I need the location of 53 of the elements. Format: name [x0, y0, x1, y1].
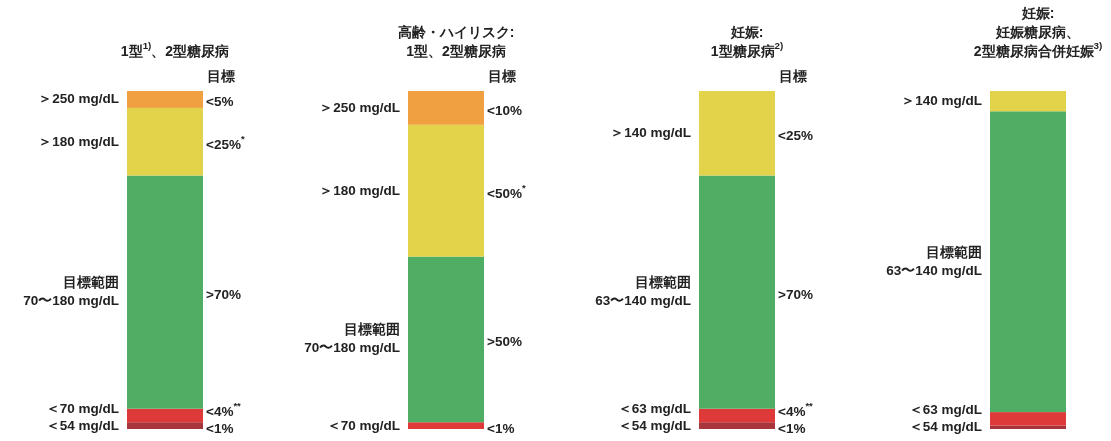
bar [699, 422, 775, 429]
series-label: 目標範囲 63〜140 mg/dL [595, 274, 691, 308]
text: <50%$^{*}$ [487, 181, 526, 201]
chart-title: 1型$^{1)}$、2型糖尿病 [120, 40, 230, 59]
text: <5% [206, 94, 234, 110]
bar [699, 175, 775, 409]
chart-title: 妊娠: 妊娠糖尿病、 2型糖尿病合併妊娠$^{3)}$ [973, 4, 1103, 59]
text: <1% [487, 420, 515, 436]
bar [408, 256, 484, 423]
series-label: ＞180 mg/dL [319, 182, 400, 198]
text: >50% [487, 333, 522, 349]
text: 目標 [207, 68, 235, 84]
bar [990, 91, 1066, 112]
series-label: ＞140 mg/dL [610, 124, 691, 140]
text: <25% [778, 127, 813, 143]
series-label: 目標範囲 63〜140 mg/dL [886, 244, 982, 278]
text: >70% [778, 286, 813, 302]
bar [127, 91, 203, 108]
bar [699, 91, 775, 176]
text: <1% [778, 420, 806, 436]
bar [408, 124, 484, 257]
text: 目標 [488, 68, 516, 84]
bar [408, 422, 484, 429]
bar [408, 91, 484, 125]
bar [699, 408, 775, 423]
text: <4%$^{**}$ [206, 400, 242, 419]
series-label: ＞250 mg/dL [319, 99, 400, 115]
bar [127, 107, 203, 176]
series-label: ＜63 mg/dL [908, 401, 982, 417]
text: <10% [487, 102, 522, 118]
series-label: ＜63 mg/dL [617, 400, 691, 416]
text: >70% [206, 286, 241, 302]
text: 目標 [779, 68, 807, 84]
chart-title: 高齢・ハイリスク: 1型、2型糖尿病 [397, 23, 515, 59]
text: <4%$^{**}$ [778, 400, 814, 419]
series-label: ＞180 mg/dL [38, 133, 119, 149]
bar [127, 175, 203, 409]
series-label: ＞250 mg/dL [38, 91, 119, 107]
text: <25%$^{*}$ [206, 132, 245, 152]
chart-title: 妊娠: 1型糖尿病$^{2)}$ [710, 23, 784, 59]
series-label: ＞140 mg/dL [901, 92, 982, 108]
series-label: ＜70 mg/dL [45, 400, 119, 416]
text: <1% [206, 420, 234, 436]
series-label: ＜54 mg/dL [908, 418, 982, 434]
bar [127, 408, 203, 423]
series-label: ＜54 mg/dL [617, 417, 691, 433]
bar [990, 412, 1066, 426]
series-label: ＜54 mg/dL [45, 417, 119, 433]
series-label: 目標範囲 70〜180 mg/dL [23, 274, 119, 308]
series-label: ＜70 mg/dL [326, 417, 400, 433]
bar [990, 111, 1066, 413]
bar [127, 422, 203, 429]
series-label: 目標範囲 70〜180 mg/dL [304, 321, 400, 355]
